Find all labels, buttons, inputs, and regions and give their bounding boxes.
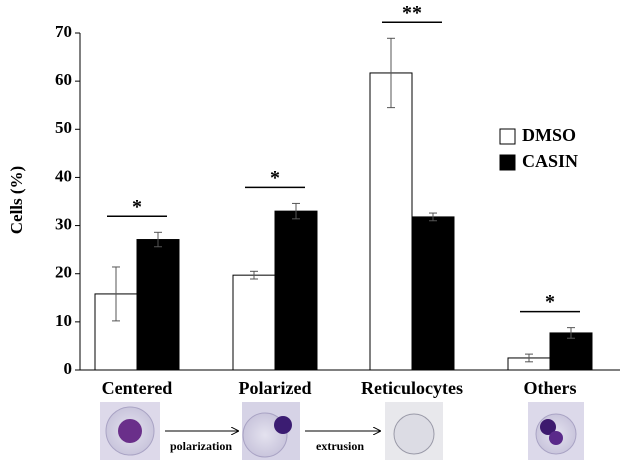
y-tick-label: 40 <box>55 166 72 185</box>
significance-label: * <box>270 167 280 189</box>
x-tick-label: Others <box>524 378 577 398</box>
nucleus <box>540 419 556 435</box>
bar <box>549 332 593 371</box>
bar <box>369 72 413 371</box>
error-bar <box>250 270 258 280</box>
error-bar <box>292 202 300 220</box>
y-tick-label: 10 <box>55 311 72 330</box>
nucleus <box>549 431 563 445</box>
legend-swatch <box>499 128 516 145</box>
x-tick-label: Reticulocytes <box>361 378 463 398</box>
significance-label: ** <box>402 2 422 24</box>
nucleus <box>274 416 292 434</box>
legend-label: DMSO <box>522 125 576 145</box>
legend-label: CASIN <box>522 151 578 171</box>
cell-images <box>100 402 584 460</box>
bar <box>232 274 276 371</box>
y-axis-label: Cells (%) <box>7 166 26 234</box>
y-tick-label: 50 <box>55 118 72 137</box>
error-bar <box>112 266 120 322</box>
y-tick-label: 30 <box>55 214 72 233</box>
bar <box>136 239 180 371</box>
y-tick-label: 20 <box>55 263 72 282</box>
y-tick-label: 60 <box>55 70 72 89</box>
transition-label: polarization <box>170 439 232 453</box>
error-bar <box>429 212 437 222</box>
significance-label: * <box>545 291 555 313</box>
error-bar <box>154 231 162 248</box>
x-tick-label: Centered <box>102 378 173 398</box>
bar <box>274 210 318 371</box>
transition-label: extrusion <box>316 439 364 453</box>
error-bar <box>567 327 575 339</box>
bar <box>411 216 455 371</box>
x-tick-label: Polarized <box>239 378 312 398</box>
y-tick-label: 0 <box>64 359 73 378</box>
legend-swatch <box>499 154 516 171</box>
significance-label: * <box>132 196 142 218</box>
nucleus <box>118 419 142 443</box>
y-tick-label: 70 <box>55 22 72 41</box>
error-bar <box>525 353 533 363</box>
cell <box>393 413 435 455</box>
error-bar <box>387 37 395 109</box>
